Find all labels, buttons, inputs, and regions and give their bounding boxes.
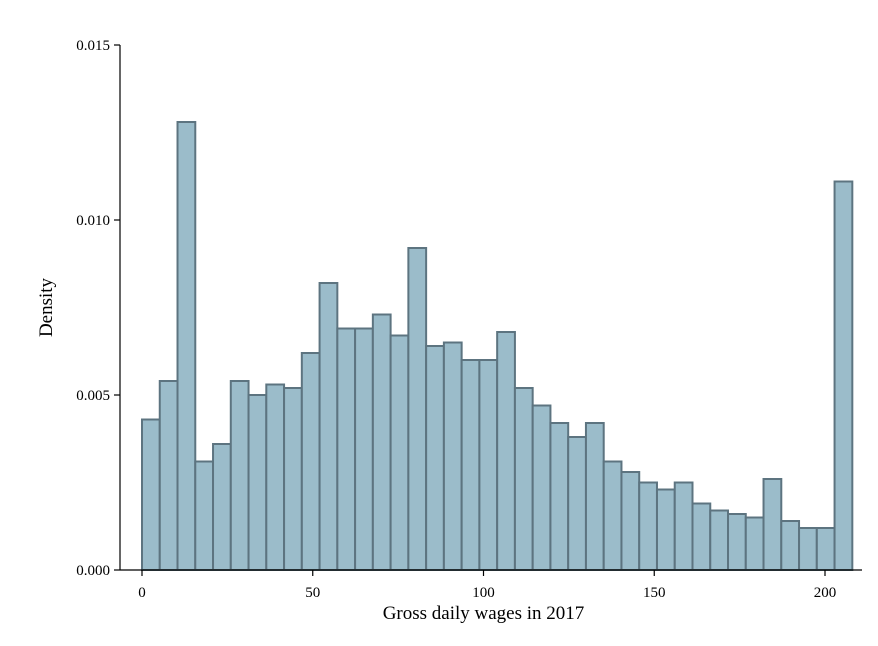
histogram-bar: [496, 331, 516, 571]
histogram-bar: [158, 380, 179, 571]
histogram-bar: [425, 345, 445, 571]
y-tick-label: 0.000: [76, 563, 110, 579]
x-tick-label: 0: [138, 585, 146, 601]
histogram-bar: [283, 387, 303, 571]
histogram-bar: [354, 327, 374, 571]
histogram-bar: [584, 422, 605, 571]
histogram-bar: [655, 488, 676, 571]
histogram-bar: [247, 394, 268, 571]
histogram-bar: [833, 180, 854, 571]
histogram-bar: [638, 481, 658, 571]
histogram-bar: [549, 422, 570, 571]
histogram-bar: [371, 313, 392, 571]
histogram-bar: [620, 471, 641, 571]
histogram-bar: [141, 418, 161, 571]
histogram-bar: [691, 502, 712, 571]
bars-group: [141, 121, 854, 571]
histogram-bar: [673, 481, 694, 571]
y-tick-label: 0.005: [76, 388, 110, 404]
histogram-bar: [407, 247, 428, 571]
histogram-bar: [318, 282, 339, 571]
x-tick-label: 100: [472, 585, 495, 601]
histogram-bar: [194, 460, 215, 571]
histogram-bar: [229, 380, 250, 571]
histogram-bar: [762, 478, 783, 571]
x-tick-label: 50: [305, 585, 320, 601]
x-tick-label: 200: [814, 585, 837, 601]
histogram-bar: [602, 460, 623, 571]
histogram-bar: [389, 334, 410, 571]
histogram-bar: [176, 121, 197, 571]
histogram-bar: [478, 359, 499, 571]
y-tick-label: 0.015: [76, 38, 110, 54]
histogram-bar: [212, 443, 232, 571]
histogram-bar: [531, 404, 552, 571]
histogram-bar: [780, 520, 801, 571]
histogram-bar: [336, 327, 357, 571]
histogram-bar: [798, 527, 818, 571]
y-axis-title: Density: [36, 277, 57, 337]
y-tick-label: 0.010: [76, 213, 110, 229]
x-axis-title: Gross daily wages in 2017: [383, 603, 585, 624]
histogram-bar: [815, 527, 836, 571]
histogram-bar: [567, 436, 587, 571]
histogram-bar: [513, 387, 534, 571]
histogram-bar: [744, 516, 765, 571]
histogram-bar: [300, 352, 321, 571]
histogram-bar: [709, 509, 730, 571]
y-ticks: 0.000 0.005 0.010 0.015: [76, 38, 120, 579]
histogram-bar: [265, 383, 286, 571]
x-tick-label: 150: [643, 585, 666, 601]
histogram-bar: [460, 359, 481, 571]
histogram-bar: [727, 513, 747, 571]
x-ticks: 0 50 100 150 200: [138, 570, 836, 601]
histogram-bar: [442, 341, 463, 571]
